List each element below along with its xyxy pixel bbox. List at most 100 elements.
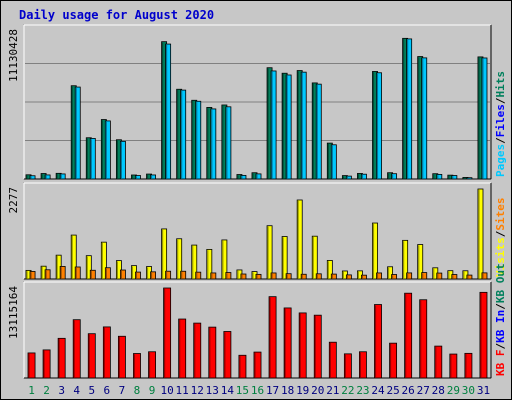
bar-sites <box>330 273 337 280</box>
bar-visits <box>387 266 394 280</box>
bar-files <box>315 83 322 180</box>
bar-kb-f <box>27 352 36 379</box>
bar-sites <box>315 273 322 280</box>
bar-sites <box>135 271 141 280</box>
bar-files <box>135 175 141 180</box>
legend-item: KB Out <box>494 263 507 303</box>
bar-files <box>104 120 111 180</box>
bar-visits <box>70 234 77 280</box>
bar-sites <box>180 270 187 280</box>
bar-sites <box>210 272 217 280</box>
bar-kb-f <box>464 352 473 379</box>
bar-sites <box>436 272 443 280</box>
legend-item: Pages <box>494 144 507 177</box>
x-tick-label: 12 <box>191 384 204 397</box>
bar-visits <box>372 222 378 280</box>
bar-visits <box>402 239 409 280</box>
bar-files <box>270 70 277 180</box>
x-tick-label: 23 <box>356 384 369 397</box>
bar-kb-f <box>328 341 337 379</box>
bar-kb-f <box>359 351 367 379</box>
bar-visits <box>281 236 288 280</box>
bar-kb-f <box>238 354 247 379</box>
bar-files <box>165 43 172 180</box>
bar-sites <box>240 273 247 280</box>
x-tick-label: 18 <box>281 384 294 397</box>
bar-files <box>421 57 428 180</box>
bar-kb-f <box>102 326 111 379</box>
bar-files <box>285 74 292 180</box>
x-tick-label: 27 <box>417 384 430 397</box>
x-tick-label: 21 <box>326 384 339 397</box>
bar-files <box>481 57 488 180</box>
x-tick-label: 15 <box>236 384 249 397</box>
bar-files <box>255 173 262 180</box>
bar-sites <box>225 272 232 280</box>
bar-kb-f <box>343 353 352 379</box>
bar-files <box>466 177 473 180</box>
bar-files <box>180 89 187 180</box>
bar-visits <box>191 244 198 280</box>
bar-visits <box>85 255 92 280</box>
x-tick-label: 11 <box>176 384 189 397</box>
bar-kb-f <box>57 337 66 379</box>
legend-item: Sites <box>494 198 507 231</box>
legend-item: KB F <box>494 350 507 377</box>
bar-visits <box>326 260 333 280</box>
x-tick-label: 8 <box>134 384 141 397</box>
x-tick-label: 31 <box>477 384 490 397</box>
bar-kb-f <box>42 349 51 379</box>
legend-separator: / <box>494 137 507 144</box>
legend-kb-in-out: KB F/KB In/KB Out <box>494 263 507 376</box>
bar-sites <box>300 273 307 280</box>
bar-files <box>436 174 443 180</box>
bar-sites <box>150 271 156 280</box>
bar-kb-f <box>87 333 96 379</box>
bar-kb-f <box>72 319 81 379</box>
bar-kb-f <box>419 299 428 379</box>
bar-sites <box>44 269 51 280</box>
x-tick-label: 2 <box>43 384 50 397</box>
bar-sites <box>74 266 81 280</box>
bar-visits <box>161 228 168 280</box>
bar-sites <box>391 274 398 280</box>
bar-sites <box>481 272 488 280</box>
y-max-label: 11130428 <box>7 29 20 82</box>
bar-sites <box>59 266 66 280</box>
x-tick-label: 3 <box>58 384 65 397</box>
bar-files <box>240 174 247 180</box>
bar-sites <box>345 274 352 280</box>
legend-separator: / <box>494 303 507 310</box>
bar-kb-f <box>434 345 443 379</box>
bar-files <box>225 106 232 180</box>
x-tick-label: 29 <box>447 384 460 397</box>
bar-kb-f <box>449 353 458 379</box>
bar-files <box>391 173 398 180</box>
bar-kb-f <box>178 318 187 379</box>
x-tick-label: 19 <box>296 384 309 397</box>
legend-visits-sites: Visits/Sites <box>494 198 507 278</box>
bar-files <box>195 100 202 180</box>
bar-files <box>119 140 126 180</box>
bar-kb-f <box>253 351 262 379</box>
bar-sites <box>195 271 202 280</box>
bar-files <box>361 173 367 180</box>
legend-pages-files-hits: Pages/Files/Hits <box>494 71 507 177</box>
bar-sites <box>451 274 458 280</box>
bar-files <box>150 174 156 180</box>
x-tick-label: 17 <box>266 384 279 397</box>
bar-sites <box>104 267 111 280</box>
bar-files <box>44 174 51 180</box>
bar-visits <box>221 239 228 280</box>
bar-kb-f <box>117 335 126 379</box>
y-max-label: 13115164 <box>7 286 20 339</box>
bar-visits <box>266 225 273 280</box>
bar-sites <box>89 269 96 280</box>
legend-item: Files <box>494 104 507 137</box>
bar-sites <box>119 269 126 280</box>
x-tick-label: 13 <box>206 384 219 397</box>
x-tick-label: 24 <box>371 384 385 397</box>
bar-files <box>29 175 36 180</box>
bar-kb-f <box>298 312 307 379</box>
bar-kb-f <box>148 351 156 379</box>
